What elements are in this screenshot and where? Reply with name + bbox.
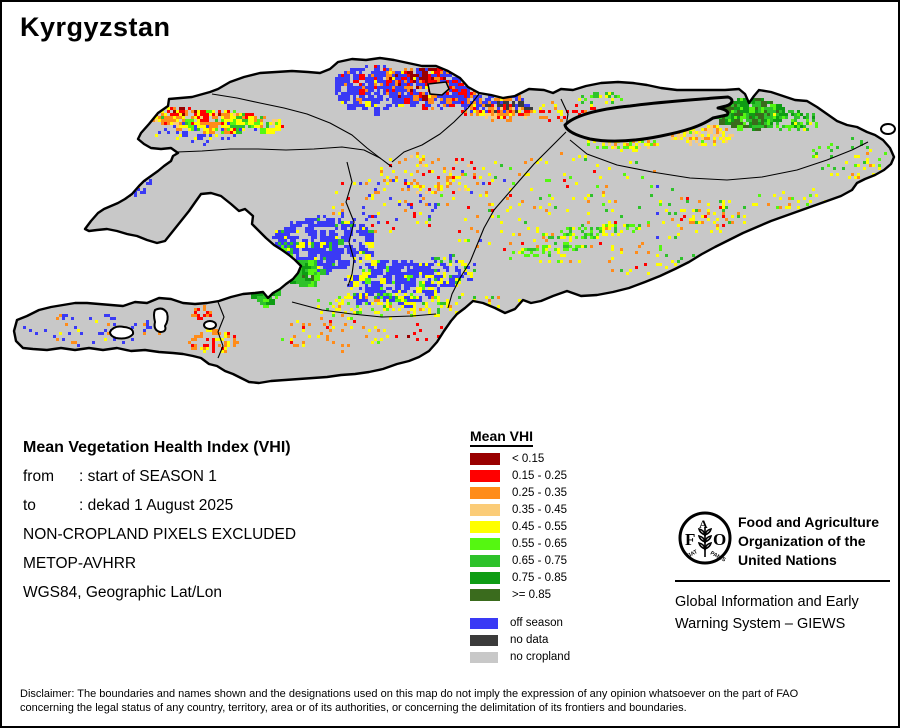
giews-subtitle-line-2: Warning System – GIEWS — [675, 616, 846, 632]
map-info-block: Mean Vegetation Health Index (VHI) from:… — [23, 433, 453, 607]
lake-small-ne — [880, 123, 896, 135]
legend-swatch — [470, 504, 500, 516]
info-value-from: : start of SEASON 1 — [79, 468, 217, 485]
info-row-from: from : start of SEASON 1 — [23, 462, 453, 491]
legend-swatch — [470, 572, 500, 584]
legend-row: 0.15 - 0.25 — [470, 470, 660, 482]
legend: Mean VHI < 0.15 0.15 - 0.25 0.25 - 0.35 … — [470, 428, 660, 668]
legend-swatch — [470, 555, 500, 567]
fao-name: Food and Agriculture Organization of the… — [738, 507, 900, 570]
info-value-to: : dekad 1 August 2025 — [79, 497, 234, 514]
legend-class-label: 0.75 - 0.85 — [512, 572, 567, 584]
province-borders — [176, 93, 869, 359]
giews-subtitle: Global Information and Early Warning Sys… — [675, 591, 859, 635]
legend-class-label: no data — [510, 634, 549, 646]
disclaimer-line-1: Disclaimer: The boundaries and names sho… — [20, 688, 799, 700]
lake-issyk-kul — [563, 95, 734, 143]
legend-class-label: 0.35 - 0.45 — [512, 504, 567, 516]
info-label-to: to — [23, 497, 36, 514]
disclaimer: Disclaimer: The boundaries and names sho… — [20, 688, 886, 715]
legend-swatch — [470, 521, 500, 533]
legend-class-label: 0.45 - 0.55 — [512, 521, 567, 533]
legend-row: < 0.15 — [470, 453, 660, 465]
svg-text:FIAT: FIAT — [685, 549, 699, 560]
fao-name-line-3: United Nations — [738, 552, 837, 568]
svg-text:F: F — [685, 530, 695, 549]
legend-extra: off season no data no cropland — [470, 617, 660, 663]
legend-class-label: off season — [510, 617, 563, 629]
legend-row: 0.65 - 0.75 — [470, 555, 660, 567]
legend-row: no data — [470, 634, 660, 646]
legend-swatch — [470, 617, 498, 629]
fao-block: F A O FIAT PANIS Food and Agriculture Or… — [675, 507, 900, 570]
country-outline — [12, 56, 896, 385]
legend-row: 0.25 - 0.35 — [470, 487, 660, 499]
legend-row: 0.35 - 0.45 — [470, 504, 660, 516]
legend-swatch — [470, 634, 498, 646]
page-title: Kyrgyzstan — [20, 12, 171, 42]
legend-row: 0.75 - 0.85 — [470, 572, 660, 584]
fao-separator — [675, 580, 890, 582]
legend-class-label: no cropland — [510, 651, 571, 663]
info-line-projection: WGS84, Geographic Lat/Lon — [23, 584, 223, 601]
svg-text:A: A — [699, 517, 708, 531]
info-label-from: from — [23, 468, 54, 485]
legend-row: 0.55 - 0.65 — [470, 538, 660, 550]
bishkek-city-patch — [427, 81, 450, 96]
legend-class-label: 0.25 - 0.35 — [512, 487, 567, 499]
fao-name-line-2: Organization of the — [738, 533, 866, 549]
legend-row: no cropland — [470, 651, 660, 663]
legend-row: 0.45 - 0.55 — [470, 521, 660, 533]
legend-class-label: >= 0.85 — [512, 589, 552, 601]
legend-swatch — [470, 470, 500, 482]
kyrgyzstan-map — [12, 56, 896, 385]
legend-class-label: 0.15 - 0.25 — [512, 470, 567, 482]
legend-class-label: 0.65 - 0.75 — [512, 555, 567, 567]
disclaimer-line-2: concerning the legal status of any count… — [20, 701, 687, 714]
fao-name-line-1: Food and Agriculture — [738, 514, 880, 530]
legend-row: off season — [470, 617, 660, 629]
legend-title: Mean VHI — [470, 428, 534, 447]
legend-swatch — [470, 453, 500, 465]
giews-subtitle-line-1: Global Information and Early — [675, 594, 859, 610]
legend-row: >= 0.85 — [470, 589, 660, 601]
legend-swatch — [470, 538, 500, 550]
info-line-noncropland: NON-CROPLAND PIXELS EXCLUDED — [23, 526, 297, 543]
legend-class-label: < 0.15 — [512, 453, 545, 465]
enclaves — [109, 307, 217, 340]
info-heading: Mean Vegetation Health Index (VHI) — [23, 439, 291, 456]
legend-swatch — [470, 589, 500, 601]
fao-logo-icon: F A O FIAT PANIS — [678, 511, 732, 565]
info-line-sensor: METOP-AVHRR — [23, 555, 137, 572]
legend-swatch — [470, 651, 498, 663]
legend-swatch — [470, 487, 500, 499]
legend-class-label: 0.55 - 0.65 — [512, 538, 567, 550]
svg-text:O: O — [713, 530, 726, 549]
info-row-to: to : dekad 1 August 2025 — [23, 491, 453, 520]
